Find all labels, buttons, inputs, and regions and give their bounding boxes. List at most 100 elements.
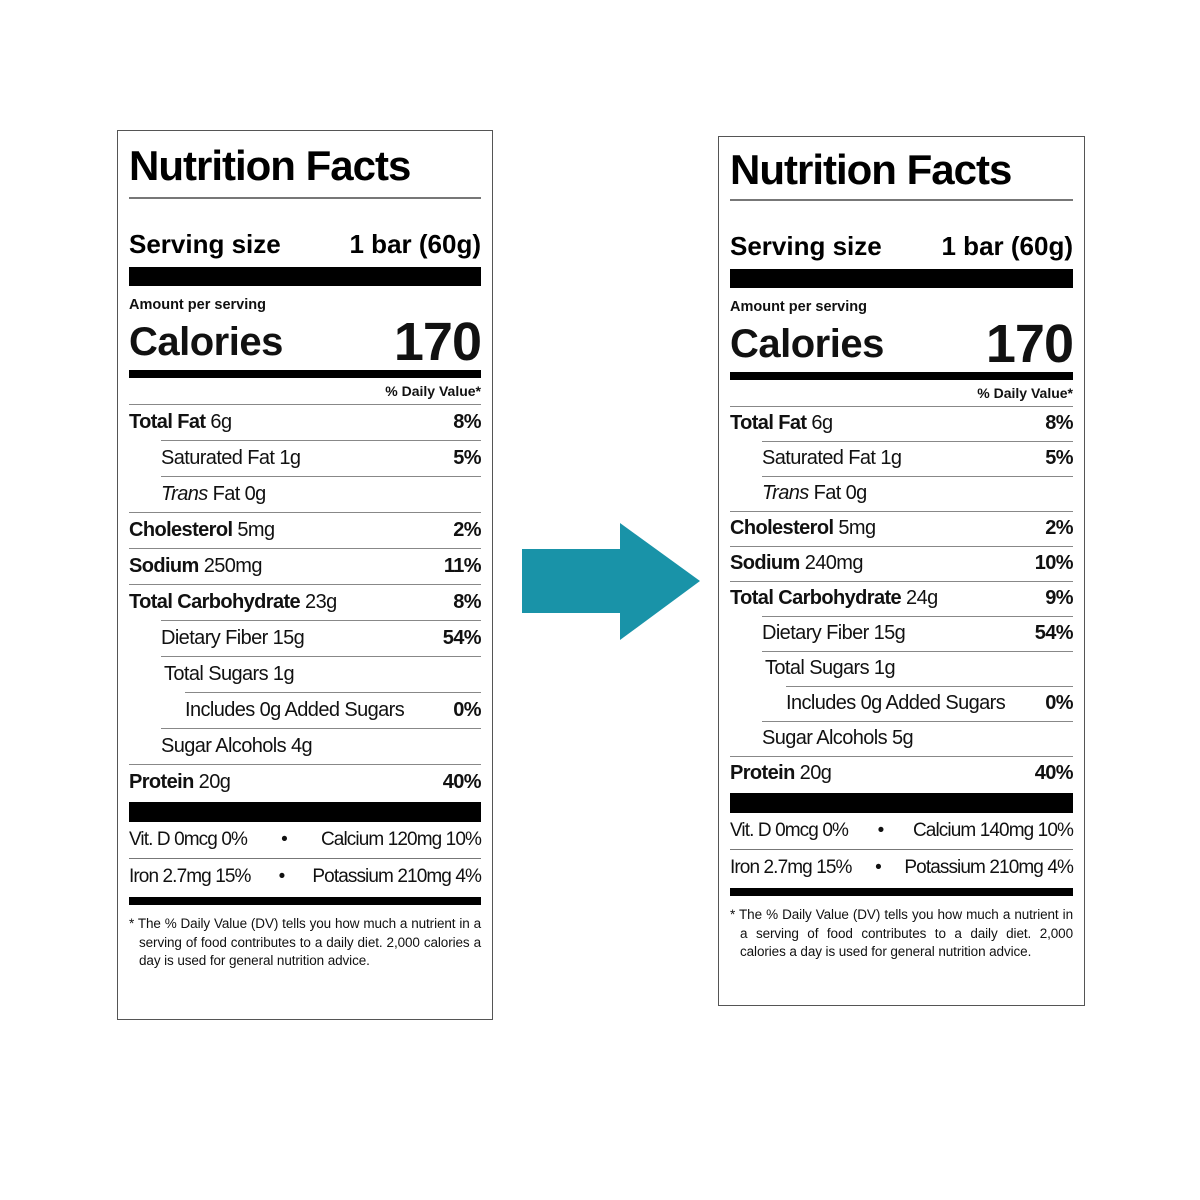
nutrient-name: Total Sugars 1g bbox=[765, 657, 896, 679]
nutrient-amount: 6g bbox=[811, 412, 833, 434]
nutrient-amount: 5mg bbox=[237, 518, 275, 541]
nutrition-label-after: Nutrition Facts Serving size 1 bar (60g)… bbox=[718, 136, 1085, 1006]
nutrient-list: Total Fat 6g 8% Saturated Fat 1g 5% Tran… bbox=[730, 405, 1074, 791]
thick-divider bbox=[129, 266, 481, 286]
daily-value-percent: 10% bbox=[1034, 552, 1074, 574]
vitamin-mineral-text: Vit. D 0mcg 0% bbox=[730, 819, 849, 841]
amount-per-serving: Amount per serving bbox=[129, 296, 266, 313]
nutrient-name: Saturated Fat 1g bbox=[161, 446, 301, 469]
nutrient-name: Trans Fat 0g bbox=[161, 483, 266, 506]
nutrient-name: Includes 0g Added Sugars bbox=[185, 698, 405, 721]
nutrient-row: Saturated Fat 1g 5% bbox=[161, 439, 482, 476]
serving-size-value: 1 bar (60g) bbox=[941, 230, 1074, 261]
nutrient-row: Trans Fat 0g bbox=[762, 475, 1073, 511]
nutrient-name: Saturated Fat 1g bbox=[762, 447, 902, 469]
vitamin-mineral-text: Calcium 140mg 10% bbox=[912, 819, 1074, 841]
divider bbox=[730, 848, 1073, 850]
medium-divider bbox=[129, 369, 481, 378]
calories-value: 170 bbox=[393, 311, 482, 372]
daily-value-percent: 40% bbox=[1034, 762, 1074, 784]
nutrient-amount: 24g bbox=[906, 587, 938, 609]
vitamin-mineral-text: • bbox=[877, 819, 885, 841]
nutrient-name-italic: Trans bbox=[762, 482, 809, 504]
nutrient-name: Dietary Fiber 15g bbox=[161, 626, 305, 649]
nutrient-row: Protein 20g 40% bbox=[730, 755, 1074, 791]
nutrient-row: Total Carbohydrate 23g 8% bbox=[129, 583, 482, 620]
nutrient-amount: 20g bbox=[799, 762, 832, 784]
nutrient-row: Includes 0g Added Sugars 0% bbox=[786, 685, 1074, 721]
nutrient-row: Total Carbohydrate 24g 9% bbox=[730, 580, 1074, 616]
nutrient-name: Cholesterol 5mg bbox=[129, 519, 275, 542]
nutrient-row: Protein 20g 40% bbox=[129, 763, 482, 800]
nutrient-row: Dietary Fiber 15g 54% bbox=[762, 615, 1074, 651]
arrow-shape bbox=[522, 523, 700, 640]
thick-divider bbox=[730, 268, 1073, 288]
nutrient-name: Dietary Fiber 15g bbox=[762, 622, 906, 644]
nutrient-row: Sodium 250mg 11% bbox=[129, 547, 482, 584]
divider bbox=[730, 199, 1073, 201]
nutrition-label-before: Nutrition Facts Serving size 1 bar (60g)… bbox=[117, 130, 493, 1020]
nutrient-amount: 240mg bbox=[804, 552, 864, 574]
daily-value-percent: 40% bbox=[442, 770, 482, 793]
daily-value-percent: 2% bbox=[1045, 517, 1073, 539]
nutrient-name-bold: Sodium bbox=[129, 554, 199, 577]
nutrient-amount: Fat 0g bbox=[212, 482, 267, 505]
label-title: Nutrition Facts bbox=[730, 146, 1012, 193]
daily-value-percent: 8% bbox=[453, 410, 481, 433]
vitamin-mineral-text: Iron 2.7mg 15% bbox=[730, 857, 852, 878]
daily-value-percent: 2% bbox=[453, 518, 481, 541]
nutrient-name-bold: Total Fat bbox=[129, 410, 206, 433]
daily-value-percent: 5% bbox=[1045, 447, 1073, 469]
nutrient-amount: Fat 0g bbox=[813, 482, 868, 504]
daily-value-percent: 11% bbox=[443, 554, 482, 577]
nutrient-list: Total Fat 6g 8% Saturated Fat 1g 5% Tran… bbox=[129, 403, 482, 800]
calories-row: Calories 170 bbox=[129, 311, 482, 372]
nutrient-name: Total Sugars 1g bbox=[164, 662, 295, 685]
nutrient-name: Total Fat 6g bbox=[730, 412, 833, 435]
nutrient-amount: 5mg bbox=[838, 517, 876, 539]
daily-value-percent: 54% bbox=[442, 626, 482, 649]
arrow-right-icon bbox=[522, 523, 700, 640]
nutrient-row: Dietary Fiber 15g 54% bbox=[161, 619, 482, 656]
nutrient-name: Protein 20g bbox=[730, 762, 832, 785]
daily-value-header: % Daily Value* bbox=[977, 384, 1073, 401]
nutrient-amount: 250mg bbox=[203, 554, 263, 577]
nutrient-name-bold: Protein bbox=[730, 762, 795, 784]
nutrient-name-bold: Cholesterol bbox=[730, 517, 834, 539]
calories-label: Calories bbox=[730, 321, 884, 366]
nutrient-name: Protein 20g bbox=[129, 770, 231, 794]
nutrient-row: Sugar Alcohols 5g bbox=[762, 720, 1073, 756]
medium-divider bbox=[730, 371, 1073, 380]
calories-label: Calories bbox=[129, 319, 283, 364]
daily-value-percent: 8% bbox=[1045, 412, 1073, 434]
serving-size-value: 1 bar (60g) bbox=[349, 228, 482, 259]
vitamin-mineral-text: Iron 2.7mg 15% bbox=[129, 866, 251, 887]
nutrient-name: Sugar Alcohols 4g bbox=[161, 734, 313, 757]
nutrient-name: Trans Fat 0g bbox=[762, 482, 867, 505]
nutrient-name: Includes 0g Added Sugars bbox=[786, 692, 1006, 714]
nutrient-amount: 6g bbox=[210, 410, 232, 433]
nutrient-name-bold: Total Carbohydrate bbox=[129, 590, 301, 613]
nutrient-name-italic: Trans bbox=[161, 482, 208, 505]
nutrient-name: Sodium 240mg bbox=[730, 552, 863, 575]
vitamin-row: Iron 2.7mg 15% • Potassium 210mg 4% bbox=[129, 859, 482, 895]
vitamin-mineral-text: • bbox=[875, 857, 882, 878]
medium-divider bbox=[129, 897, 481, 905]
label-title: Nutrition Facts bbox=[129, 142, 411, 189]
nutrient-name-bold: Protein bbox=[129, 770, 194, 793]
nutrient-row: Total Fat 6g 8% bbox=[129, 403, 482, 440]
thick-divider bbox=[129, 801, 481, 822]
nutrient-name: Sugar Alcohols 5g bbox=[762, 727, 914, 749]
nutrient-row: Trans Fat 0g bbox=[161, 475, 481, 512]
nutrient-row: Cholesterol 5mg 2% bbox=[129, 511, 482, 548]
nutrient-name: Sodium 250mg bbox=[129, 555, 262, 578]
nutrient-row: Includes 0g Added Sugars 0% bbox=[185, 691, 482, 728]
medium-divider bbox=[730, 888, 1073, 896]
vitamin-mineral-text: • bbox=[278, 866, 286, 887]
footnote: * The % Daily Value (DV) tells you how m… bbox=[730, 907, 1073, 959]
vitamin-row: Iron 2.7mg 15% • Potassium 210mg 4% bbox=[730, 850, 1074, 886]
calories-row: Calories 170 bbox=[730, 316, 1074, 371]
footnote: * The % Daily Value (DV) tells you how m… bbox=[129, 916, 481, 968]
vitamin-mineral-text: Potassium 210mg 4% bbox=[312, 866, 482, 887]
nutrient-amount: 23g bbox=[305, 590, 337, 613]
